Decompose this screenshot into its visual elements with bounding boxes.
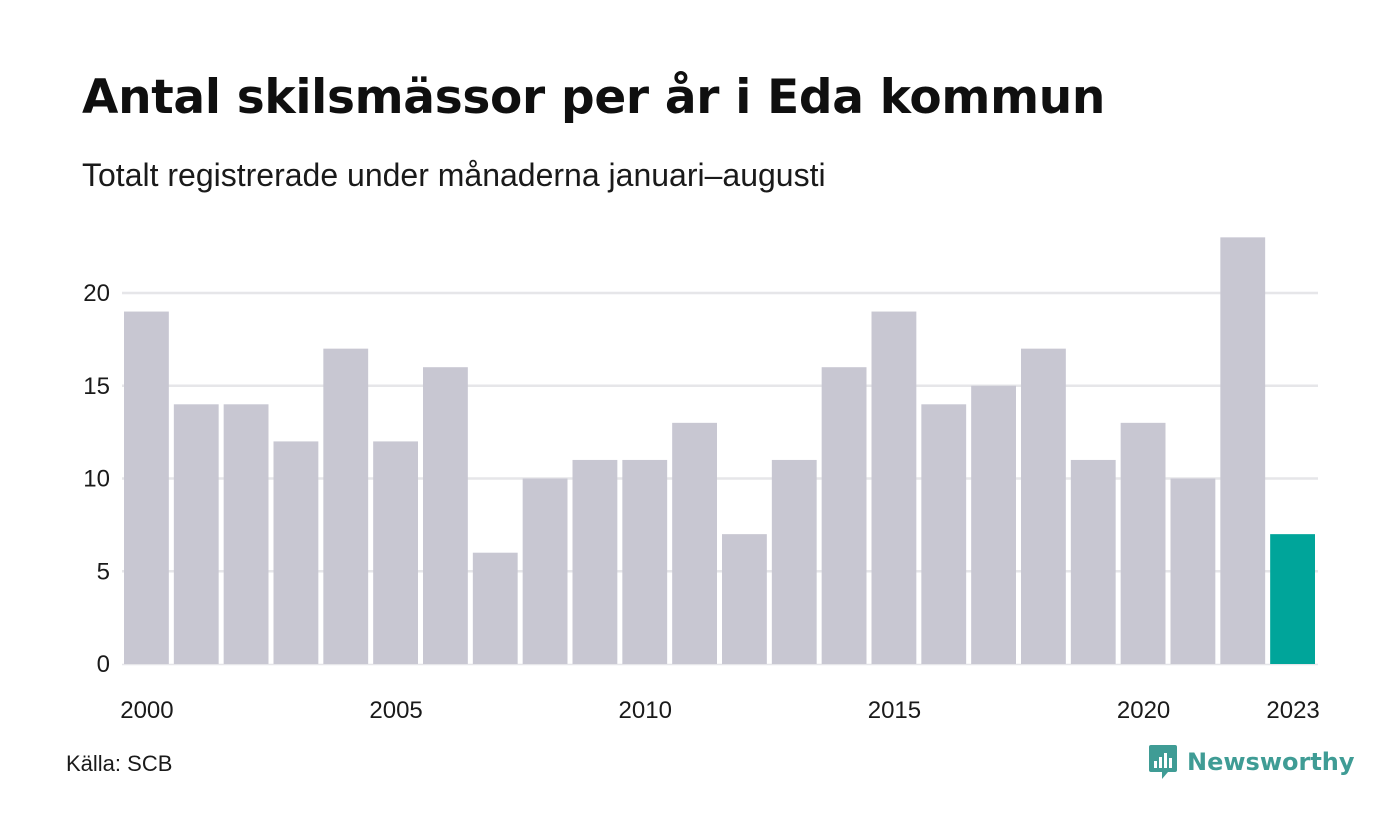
source-note: Källa: SCB [66, 751, 173, 776]
bar-2013 [771, 459, 817, 664]
bar-2017 [971, 385, 1016, 664]
newsworthy-logo: Newsworthy [1148, 744, 1355, 780]
y-tick-label: 0 [97, 651, 110, 678]
x-tick-label: 2005 [369, 697, 422, 724]
bar-2019 [1070, 459, 1116, 664]
y-tick-label: 5 [97, 558, 110, 585]
bar-2004 [323, 348, 369, 664]
y-tick-label: 15 [83, 373, 110, 400]
bar-2000 [124, 311, 169, 664]
bar-2012 [722, 534, 767, 664]
x-tick-label: 2020 [1117, 697, 1170, 724]
grid-lines [122, 291, 1318, 666]
bar-2023 [1270, 534, 1315, 664]
y-tick-label: 20 [83, 280, 110, 307]
bar-2021 [1170, 478, 1216, 664]
newsworthy-logo-icon [1149, 745, 1177, 779]
bar-2014 [821, 367, 867, 664]
x-tick-label: 2023 [1266, 697, 1319, 724]
bar-2011 [672, 422, 717, 664]
chart-title: Antal skilsmässor per år i Eda kommun [82, 70, 1106, 125]
bar-2007 [472, 552, 518, 664]
newsworthy-brand-name: Newsworthy [1187, 748, 1355, 776]
y-tick-label: 10 [83, 466, 110, 493]
bar-2003 [273, 441, 319, 664]
bar-2002 [223, 404, 269, 664]
bar-2016 [921, 404, 967, 664]
bar-2018 [1021, 348, 1066, 664]
bar-2001 [173, 404, 219, 664]
bar-chart: 0 5 10 15 20 2000 2005 2010 2015 2020 2023 [83, 237, 1320, 724]
bar-2015 [871, 311, 917, 664]
bar-2010 [622, 459, 668, 664]
y-axis-ticks: 0 5 10 15 20 [83, 280, 110, 678]
bar-2020 [1120, 422, 1166, 664]
bar-2008 [522, 478, 568, 664]
x-axis-ticks: 2000 2005 2010 2015 2020 2023 [120, 697, 1320, 724]
bar-2022 [1220, 237, 1266, 664]
x-tick-label: 2015 [868, 697, 921, 724]
bars [124, 237, 1315, 664]
bar-2009 [572, 459, 618, 664]
chart-subtitle: Totalt registrerade under månaderna janu… [82, 157, 826, 193]
x-tick-label: 2010 [619, 697, 672, 724]
x-tick-label: 2000 [120, 697, 173, 724]
bar-2006 [423, 367, 468, 664]
bar-2005 [373, 441, 418, 664]
